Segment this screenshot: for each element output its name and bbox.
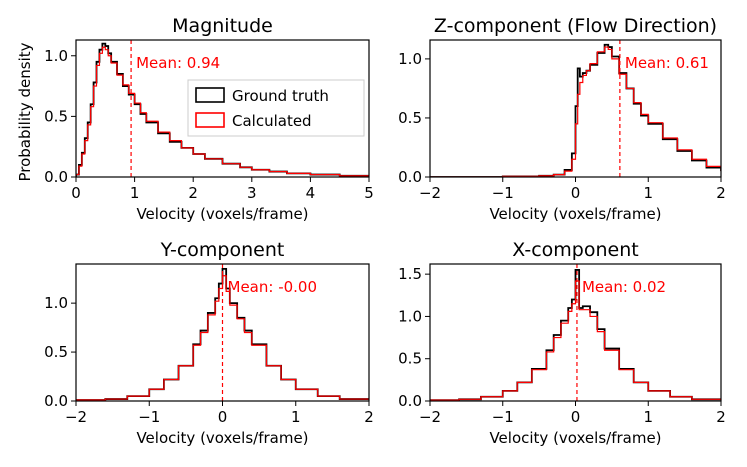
mean-label: Mean: 0.02	[582, 278, 666, 296]
series-calculated	[430, 280, 721, 401]
x-tick-label: 0	[571, 184, 581, 202]
legend-label-ground-truth: Ground truth	[232, 87, 329, 105]
plot-frame	[75, 263, 370, 402]
y-tick-label: 0.5	[398, 350, 422, 368]
x-tick-label: −1	[492, 184, 514, 202]
legend-label-calculated: Calculated	[232, 112, 312, 130]
y-tick-label: 0.0	[398, 392, 422, 410]
x-tick-label: 3	[247, 184, 257, 202]
panel-x-component: X-component Velocity (voxels/frame) −2 −1 0 1…	[398, 239, 726, 447]
x-tick-label: 4	[306, 184, 316, 202]
mean-label: Mean: 0.61	[625, 54, 709, 72]
x-axis-label: Velocity (voxels/frame)	[136, 429, 308, 447]
plot-frame	[429, 39, 722, 178]
y-tick-label: 1.0	[398, 307, 422, 325]
plot-frame	[75, 39, 370, 178]
x-tick-label: 2	[716, 408, 726, 426]
y-axis-label: Probability density	[16, 42, 34, 181]
x-tick-label: −2	[419, 408, 441, 426]
y-tick-label: 0.5	[44, 107, 68, 125]
x-tick-label: 1	[643, 184, 653, 202]
x-tick-label: 0	[71, 184, 81, 202]
mean-label: Mean: -0.00	[228, 278, 318, 296]
y-tick-label: 1.0	[44, 294, 68, 312]
x-axis-label: Velocity (voxels/frame)	[489, 429, 661, 447]
x-tick-label: −2	[65, 408, 87, 426]
y-tick-label: 1.0	[44, 47, 68, 65]
chart-title: Z-component (Flow Direction)	[434, 15, 717, 37]
x-tick-label: 1	[130, 184, 140, 202]
x-axis-label: Velocity (voxels/frame)	[489, 205, 661, 223]
x-axis-label: Velocity (voxels/frame)	[136, 205, 308, 223]
x-tick-label: −1	[138, 408, 160, 426]
chart-title: Magnitude	[172, 15, 273, 37]
x-tick-label: 0	[218, 408, 228, 426]
series-calculated	[430, 46, 721, 177]
y-tick-label: 0.5	[398, 109, 422, 127]
x-tick-label: 1	[291, 408, 301, 426]
x-tick-label: 2	[716, 184, 726, 202]
y-tick-label: 0.5	[44, 343, 68, 361]
series-calculated	[76, 46, 369, 177]
chart-title: Y-component	[160, 239, 285, 261]
panel-z-component: Z-component (Flow Direction) Velocity (vo…	[398, 15, 726, 223]
legend-swatch-ground-truth	[195, 87, 225, 103]
x-tick-label: −2	[419, 184, 441, 202]
plot-frame	[429, 263, 722, 402]
x-tick-label: 2	[364, 408, 374, 426]
mean-label: Mean: 0.94	[136, 54, 220, 72]
legend: Ground truth Calculated	[187, 79, 365, 137]
y-tick-label: 0.0	[398, 168, 422, 186]
x-tick-label: 2	[188, 184, 198, 202]
y-tick-label: 0.0	[44, 392, 68, 410]
legend-swatch-calculated	[195, 112, 225, 128]
panel-magnitude: Magnitude Velocity (voxels/frame) 0 1 2 3 4 5 0.…	[44, 15, 374, 223]
series-calculated	[76, 275, 369, 401]
x-tick-label: 5	[364, 184, 374, 202]
y-tick-label: 1.0	[398, 50, 422, 68]
x-tick-label: 1	[643, 408, 653, 426]
chart-title: X-component	[512, 239, 638, 261]
x-tick-label: −1	[492, 408, 514, 426]
panel-y-component: Y-component Velocity (voxels/frame) −2 −1 0 1…	[44, 239, 374, 447]
x-tick-label: 0	[571, 408, 581, 426]
y-tick-label: 1.5	[398, 265, 422, 283]
y-tick-label: 0.0	[44, 168, 68, 186]
